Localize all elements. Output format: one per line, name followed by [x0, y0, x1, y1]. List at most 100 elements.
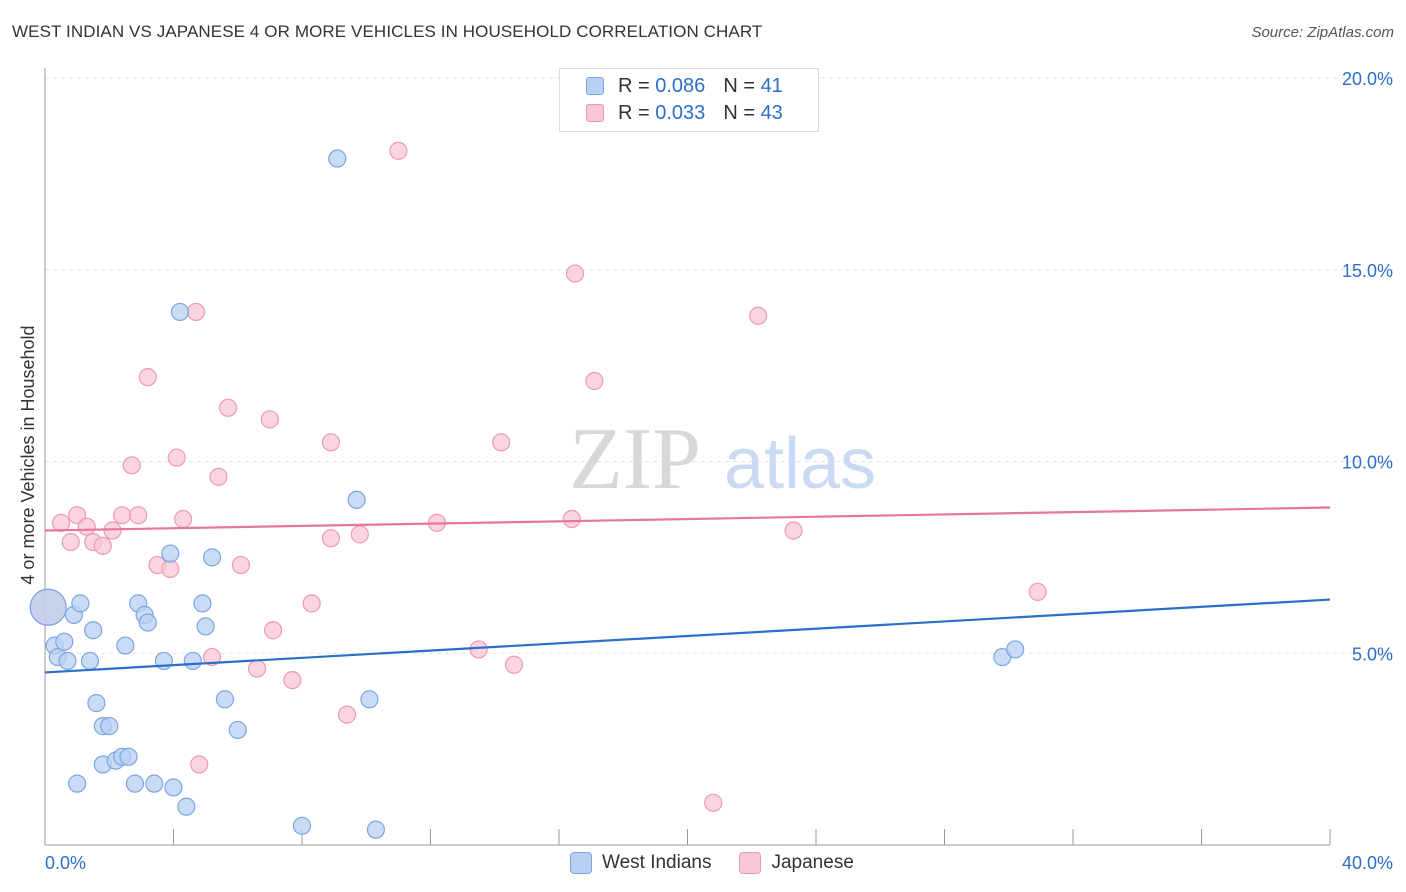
legend-n-label: N =: [723, 101, 755, 124]
legend-r-value: 0.033: [655, 101, 706, 124]
data-point-west-indians: [87, 694, 106, 713]
data-point-japanese: [565, 264, 585, 283]
watermark: ZIP atlas: [569, 411, 876, 508]
data-point-west-indians: [145, 774, 164, 793]
data-point-west-indians: [164, 778, 183, 797]
data-point-west-indians: [366, 820, 385, 839]
data-point-japanese: [562, 509, 581, 529]
series-legend-label: Japanese: [771, 852, 854, 873]
data-point-japanese: [93, 536, 112, 555]
west-indians-points: [29, 149, 1025, 839]
series-legend-japanese[interactable]: Japanese: [739, 852, 854, 874]
legend-r-label: R =: [618, 74, 650, 97]
legend-row-japanese: R = 0.033 N = 43: [586, 100, 783, 126]
x-tick-label: 0.0%: [45, 853, 86, 873]
watermark-atlas: atlas: [724, 424, 876, 504]
watermark-zip: ZIP: [569, 411, 701, 508]
data-point-west-indians: [161, 544, 180, 563]
data-point-west-indians: [29, 588, 67, 626]
data-point-japanese: [321, 433, 341, 452]
data-point-west-indians: [84, 621, 103, 640]
data-point-west-indians: [125, 774, 145, 793]
y-tick-label: 15.0%: [1342, 261, 1393, 281]
data-point-west-indians: [80, 651, 100, 671]
data-point-west-indians: [183, 651, 202, 671]
data-point-japanese: [749, 306, 768, 325]
data-point-japanese: [209, 467, 228, 486]
data-point-japanese: [174, 509, 193, 529]
data-point-west-indians: [177, 797, 196, 816]
data-point-japanese: [61, 532, 80, 552]
legend-r-label: R =: [618, 101, 650, 124]
data-point-japanese: [389, 141, 408, 160]
legend-n-value: 41: [760, 74, 783, 97]
data-point-west-indians: [328, 149, 347, 168]
legend-swatch-pink: [586, 104, 604, 122]
data-point-japanese: [129, 506, 148, 525]
data-point-japanese: [51, 513, 71, 532]
data-point-west-indians: [100, 717, 119, 736]
data-point-japanese: [585, 371, 604, 391]
data-point-west-indians: [68, 774, 87, 793]
data-point-japanese: [704, 793, 723, 812]
japanese-points: [29, 141, 1047, 812]
data-point-japanese: [260, 410, 279, 429]
data-point-japanese: [112, 506, 132, 525]
y-tick-label: 10.0%: [1342, 453, 1393, 473]
data-point-japanese: [103, 521, 122, 540]
data-point-west-indians: [347, 490, 366, 509]
data-point-japanese: [161, 559, 180, 578]
data-point-west-indians: [228, 720, 247, 740]
data-point-japanese: [219, 398, 238, 417]
data-point-japanese: [1028, 582, 1047, 601]
series-legend-west-indians[interactable]: West Indians: [570, 852, 711, 874]
data-point-japanese: [186, 302, 206, 322]
axis-labels: 5.0% 10.0% 15.0% 20.0% 0.0% 40.0% 4 or more Ve…: [18, 69, 1393, 873]
legend-r-value: 0.086: [655, 74, 706, 97]
data-point-japanese: [504, 655, 524, 674]
data-point-west-indians: [116, 636, 135, 655]
data-point-west-indians: [215, 690, 234, 709]
data-point-japanese: [247, 659, 267, 678]
data-point-japanese: [122, 456, 141, 475]
trend-lines: [44, 506, 1331, 674]
data-point-japanese: [167, 448, 186, 467]
legend-n-label: N =: [723, 74, 755, 97]
data-point-west-indians: [138, 613, 157, 632]
data-point-japanese: [492, 433, 511, 452]
legend-row-west-indians: R = 0.086 N = 41: [586, 73, 783, 99]
data-point-japanese: [321, 529, 341, 548]
correlation-legend: R = 0.086 N = 41 R = 0.033 N = 43: [559, 68, 819, 132]
trend-line-japanese: [44, 506, 1331, 532]
swatch-west-indians: [570, 852, 592, 874]
chart-title: WEST INDIAN VS JAPANESE 4 OR MORE VEHICL…: [12, 22, 763, 41]
data-point-west-indians: [71, 594, 90, 613]
data-point-japanese: [190, 755, 209, 774]
data-point-japanese: [350, 525, 369, 544]
data-point-japanese: [77, 517, 96, 536]
source-label: Source: ZipAtlas.com: [1251, 24, 1394, 41]
data-point-west-indians: [1006, 640, 1025, 659]
y-tick-label: 5.0%: [1352, 644, 1393, 664]
trend-line-west-indians: [44, 598, 1331, 674]
data-point-japanese: [283, 670, 302, 690]
x-tick-label: 40.0%: [1342, 853, 1393, 873]
data-point-west-indians: [170, 302, 190, 322]
data-point-japanese: [784, 521, 803, 540]
series-legend-label: West Indians: [602, 852, 712, 873]
legend-swatch-blue: [586, 77, 604, 95]
y-tick-label: 20.0%: [1342, 69, 1393, 89]
data-point-japanese: [302, 594, 321, 613]
data-point-japanese: [231, 555, 251, 575]
data-point-west-indians: [119, 747, 138, 766]
data-point-west-indians: [58, 651, 77, 671]
data-point-west-indians: [55, 632, 74, 651]
data-point-west-indians: [360, 690, 379, 709]
data-point-japanese: [202, 647, 222, 667]
data-point-japanese: [337, 705, 357, 724]
axes: [44, 68, 1331, 846]
data-point-west-indians: [196, 617, 215, 636]
data-point-japanese: [263, 621, 283, 640]
swatch-japanese: [739, 852, 762, 874]
